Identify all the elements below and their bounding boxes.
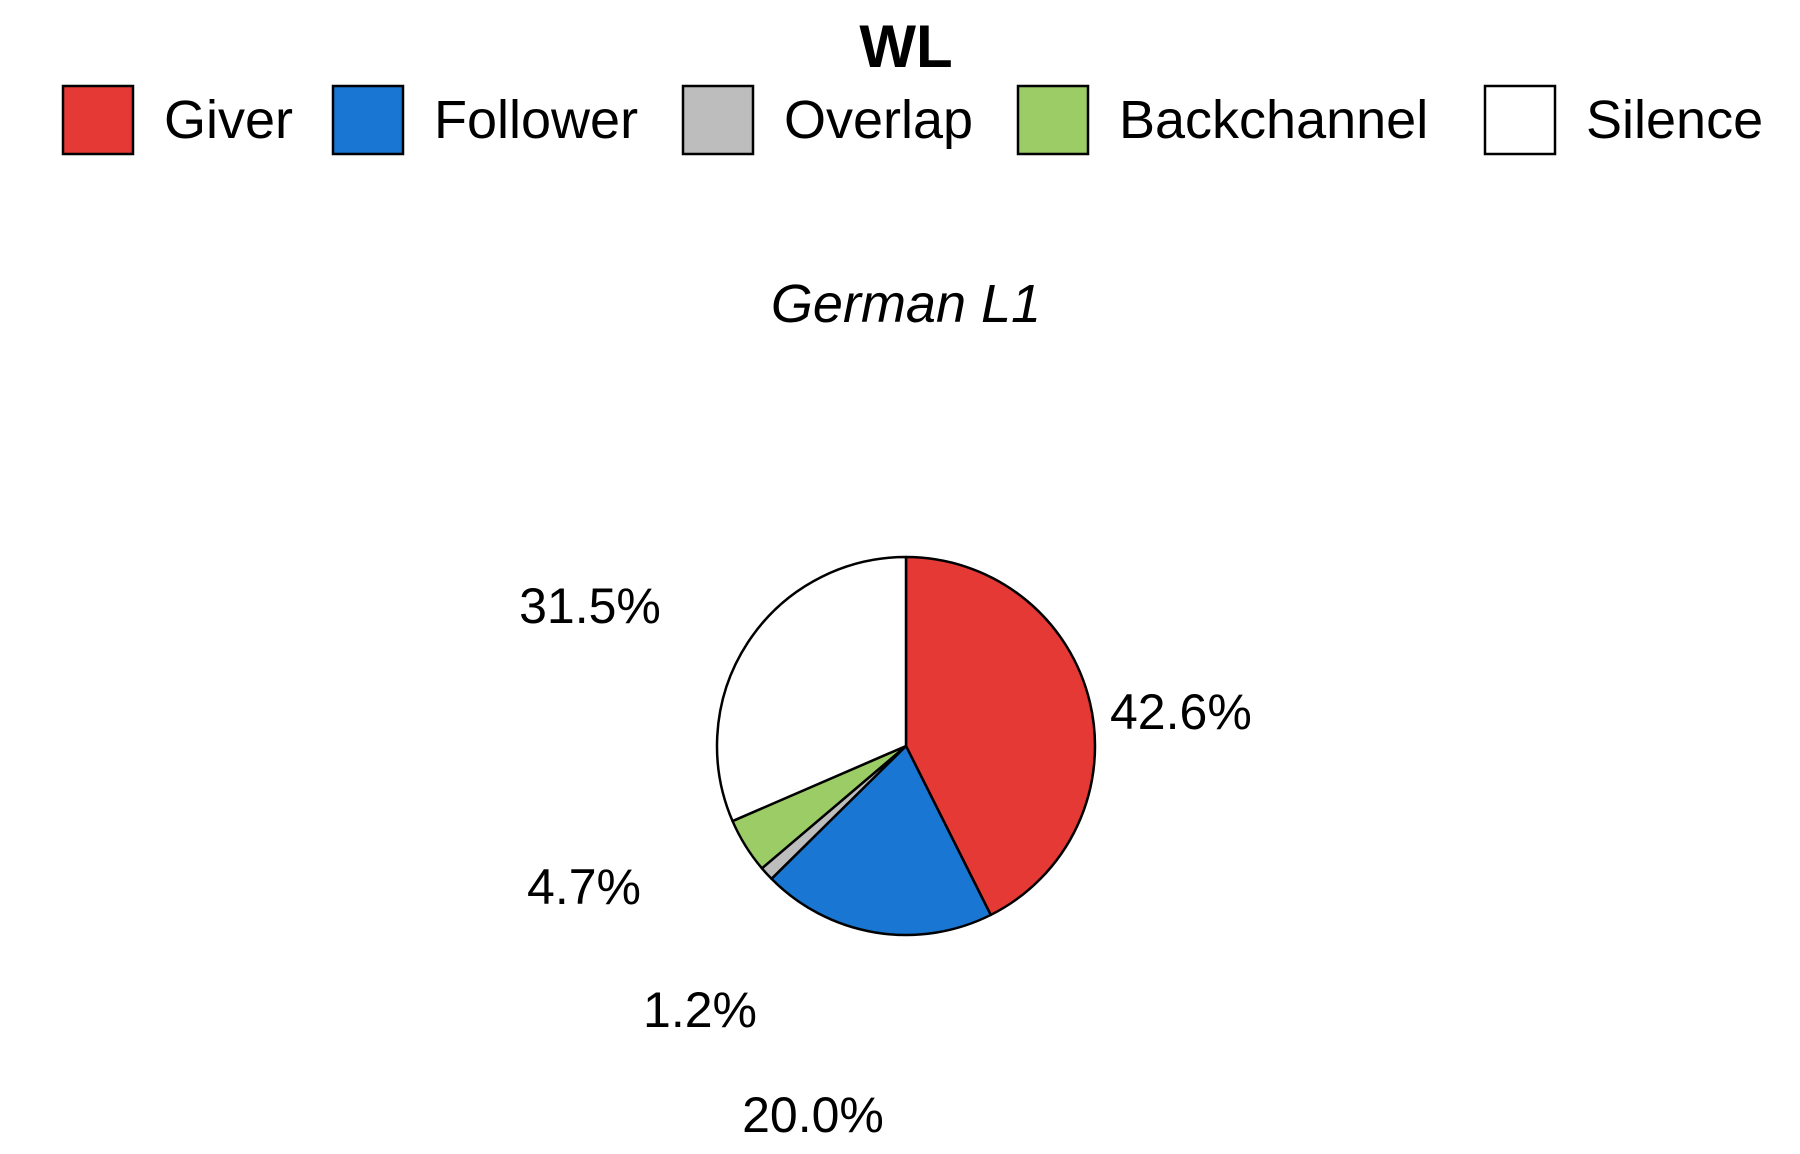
pie-slice-follower <box>770 744 992 937</box>
legend-label-backchannel: Backchannel <box>1119 90 1428 150</box>
legend-label-follower: Follower <box>434 90 638 150</box>
chart-subtitle: German L1 <box>771 274 1041 334</box>
legend-label-overlap: Overlap <box>784 90 973 150</box>
legend-item-follower: Follower <box>331 84 638 156</box>
legend-item-silence: Silence <box>1483 84 1763 156</box>
slice-label-giver: 42.6% <box>1110 684 1252 740</box>
pie-slice-giver <box>904 555 1097 917</box>
pie-slices <box>715 555 1097 937</box>
legend-label-silence: Silence <box>1586 90 1763 150</box>
pie-slice-silence <box>715 555 908 823</box>
legend-item-overlap: Overlap <box>681 84 973 156</box>
legend: Giver Follower Overlap Backchannel Silence <box>61 84 1763 156</box>
legend-swatch-giver <box>61 84 135 156</box>
slice-label-silence: 31.5% <box>519 578 661 634</box>
slice-label-backchannel: 4.7% <box>527 859 641 915</box>
slice-label-follower: 20.0% <box>742 1087 884 1143</box>
legend-item-backchannel: Backchannel <box>1016 84 1428 156</box>
slice-labels: 42.6% 20.0% 1.2% 4.7% 31.5% <box>519 578 1252 1143</box>
legend-item-giver: Giver <box>61 84 293 156</box>
legend-label-giver: Giver <box>164 90 293 150</box>
legend-swatch-backchannel <box>1016 84 1090 156</box>
slice-label-overlap: 1.2% <box>643 982 757 1038</box>
legend-swatch-silence <box>1483 84 1557 156</box>
chart-title: WL <box>859 13 952 80</box>
legend-swatch-follower <box>331 84 405 156</box>
legend-swatch-overlap <box>681 84 755 156</box>
